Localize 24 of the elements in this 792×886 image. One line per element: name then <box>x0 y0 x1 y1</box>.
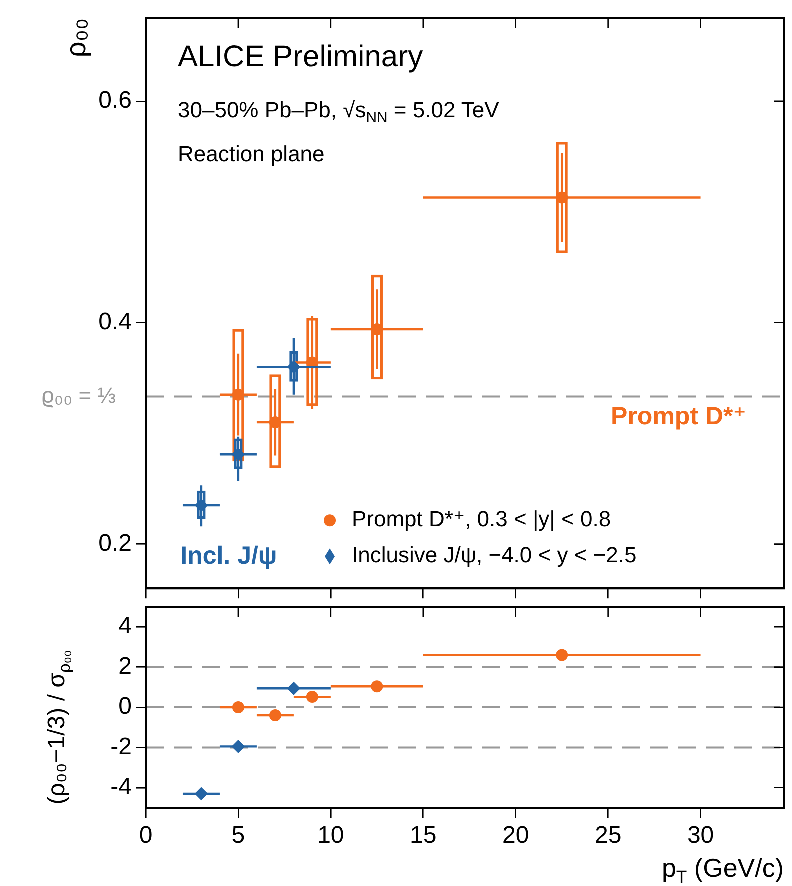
y-tick-label: 0.2 <box>98 530 132 557</box>
y-axis-title: (ρ₀₀−1/3) / σρ₀₀ <box>44 650 74 805</box>
y-tick-label: -4 <box>110 774 132 801</box>
y-tick-label: 4 <box>118 612 132 640</box>
y-axis-title: ρ₀₀ <box>60 18 92 58</box>
ref-line-label: ϱ₀₀ = ⅓ <box>42 382 116 408</box>
x-tick-label: 15 <box>410 822 437 850</box>
x-tick-label: 10 <box>318 822 344 850</box>
x-tick-label: 25 <box>594 822 622 850</box>
annotation: ALICE Preliminary <box>178 40 424 74</box>
y-tick-label: -2 <box>110 733 132 760</box>
annotation: Incl. J/ψ <box>180 542 278 570</box>
legend-label: Prompt D*⁺, 0.3 < |y| < 0.8 <box>352 506 612 532</box>
annotation: Reaction plane <box>178 141 325 166</box>
x-tick-label: 20 <box>502 822 530 850</box>
x-tick-label: 0 <box>139 822 153 850</box>
x-tick-label: 30 <box>687 822 714 850</box>
y-tick-label: 0.6 <box>98 87 132 114</box>
x-tick-label: 5 <box>232 822 246 850</box>
legend-label: Inclusive J/ψ, −4.0 < y < −2.5 <box>352 542 637 568</box>
y-tick-label: 0.4 <box>98 308 132 336</box>
annotation: Prompt D*⁺ <box>611 402 746 430</box>
y-tick-label: 0 <box>118 693 132 720</box>
y-tick-label: 2 <box>118 652 132 680</box>
